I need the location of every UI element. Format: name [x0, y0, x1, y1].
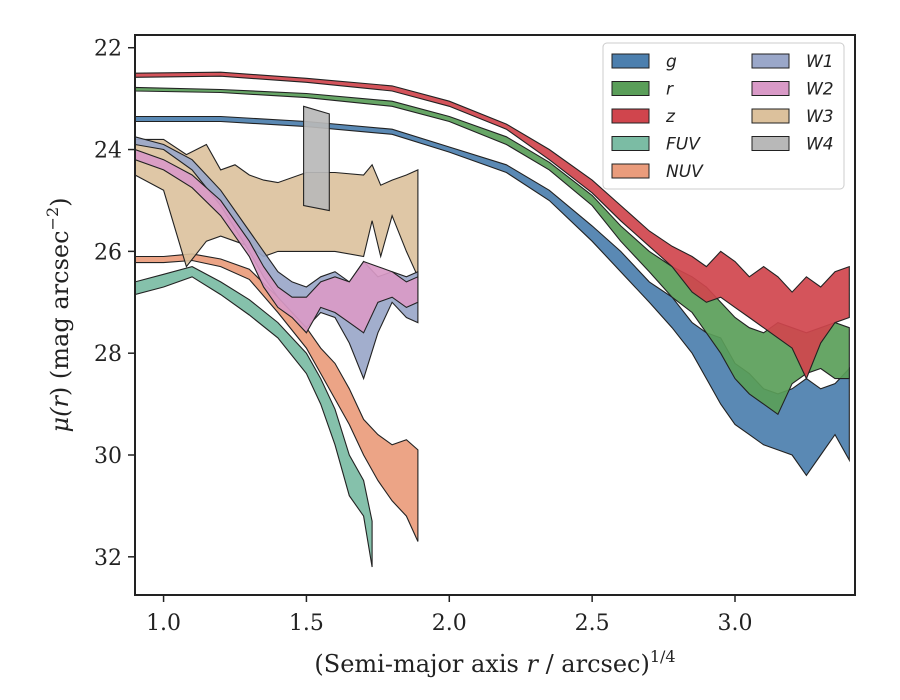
y-tick-label: 28 — [94, 342, 122, 367]
legend-label-W1: W1 — [806, 52, 834, 72]
x-label-main: (Semi-major axis — [314, 650, 526, 678]
x-tick-label: 2.0 — [432, 611, 467, 636]
y-axis-label: μ(r) (mag arcsec−2) — [43, 197, 74, 432]
x-axis-label: (Semi-major axis r / arcsec)1/4 — [314, 647, 675, 678]
legend-label-W3: W3 — [806, 107, 834, 127]
x-label-var: r — [526, 650, 539, 678]
legend-swatch-W2 — [751, 81, 790, 96]
legend-label-z: z — [665, 107, 676, 127]
legend-swatch-NUV — [611, 163, 650, 179]
legend-label-W2: W2 — [806, 80, 834, 100]
y-tick-label: 26 — [94, 240, 122, 265]
y-label-close: ) — [46, 197, 74, 206]
y-ticks: 22 24 26 28 30 32 — [94, 37, 135, 571]
legend-swatch-W3 — [751, 108, 790, 124]
y-tick-label: 22 — [94, 37, 122, 62]
legend-box — [602, 42, 845, 190]
x-tick-label: 1.5 — [289, 611, 324, 636]
legend: grz FUV NUV W1 W2 W3 W4 — [602, 42, 845, 190]
legend-swatch-z — [611, 108, 650, 124]
band-W2 — [135, 148, 419, 334]
y-label-pre: μ( — [46, 407, 74, 433]
y-label-var: r — [46, 395, 74, 408]
plot-frame — [134, 34, 856, 596]
x-tick-label: 3.0 — [718, 611, 753, 636]
y-label-sup: −2 — [43, 207, 62, 231]
band-FUV — [135, 266, 373, 568]
legend-swatch-r — [611, 81, 650, 96]
x-tick-label: 2.5 — [575, 611, 610, 636]
legend-label-r: r — [666, 80, 674, 100]
legend-label-W4: W4 — [806, 135, 834, 155]
y-tick-label: 24 — [94, 139, 122, 164]
legend-swatch-g — [611, 53, 650, 69]
band-g — [135, 115, 850, 477]
band-W4 — [303, 105, 330, 212]
y-tick-label: 30 — [94, 444, 122, 469]
x-label-tail: / arcsec) — [538, 650, 650, 678]
legend-swatch-W1 — [751, 53, 790, 69]
legend-label-FUV: FUV — [666, 135, 701, 155]
y-label-tail: ) (mag arcsec — [46, 230, 74, 396]
band-z — [135, 71, 850, 380]
x-tick-label: 1.0 — [146, 611, 181, 636]
band-r — [135, 86, 850, 416]
x-ticks: 1.0 1.5 2.0 2.5 3.0 — [146, 595, 753, 636]
x-label-sup: 1/4 — [650, 647, 676, 666]
legend-label-g: g — [666, 52, 677, 72]
legend-swatch-W4 — [751, 136, 790, 151]
legend-label-NUV: NUV — [666, 162, 704, 182]
legend-swatch-FUV — [611, 136, 650, 151]
y-tick-label: 32 — [94, 546, 122, 571]
series-areas — [135, 71, 850, 568]
